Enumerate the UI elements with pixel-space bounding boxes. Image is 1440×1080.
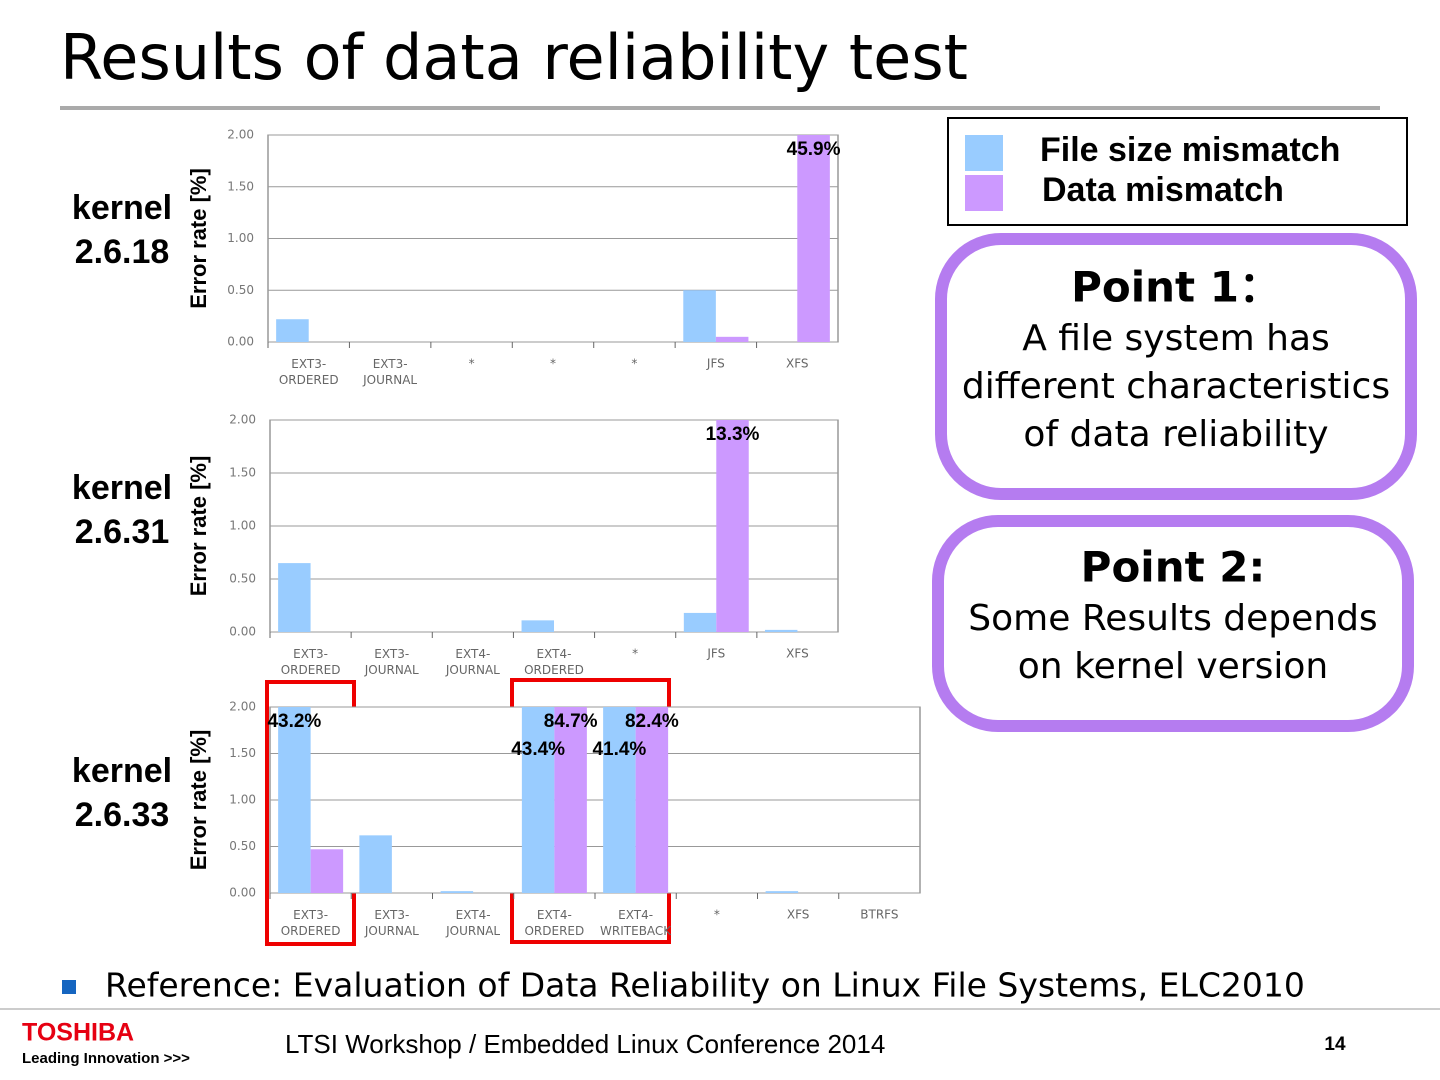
data-label: 84.7% — [544, 711, 598, 732]
y-tick-label: 0.00 — [227, 335, 254, 349]
x-tick-label: XFS — [786, 647, 809, 661]
data-label: 43.4% — [511, 739, 565, 760]
chart-title: kernel 2.6.33 — [72, 752, 172, 834]
x-tick-label: EXT4-JOURNAL — [445, 647, 500, 677]
chart-title: kernel 2.6.18 — [72, 189, 172, 271]
title-rule — [60, 106, 1380, 110]
bullet — [62, 980, 76, 994]
x-tick-label: * — [632, 647, 638, 661]
bar — [554, 707, 587, 893]
x-tick-label: * — [550, 357, 556, 371]
point-box — [935, 233, 1417, 500]
y-tick-label: 1.50 — [227, 179, 254, 193]
bar — [278, 707, 311, 893]
x-tick-label: EXT3-ORDERED — [281, 647, 341, 677]
footer-text: LTSI Workshop / Embedded Linux Conferenc… — [285, 1029, 885, 1059]
y-tick-label: 0.50 — [227, 283, 254, 297]
x-tick-label: EXT4-JOURNAL — [445, 908, 500, 938]
data-label: 82.4% — [625, 711, 679, 732]
bars — [278, 707, 799, 893]
point-heading: Point 2: — [1081, 543, 1266, 592]
bar — [765, 891, 799, 893]
x-tick-label: EXT4-ORDERED — [524, 647, 584, 677]
x-tick-label: * — [714, 908, 720, 922]
x-tick-label: EXT4-ORDERED — [524, 908, 584, 938]
x-tick-label: EXT3-ORDERED — [281, 908, 341, 938]
x-tick-label: * — [469, 357, 475, 371]
page-number: 14 — [1324, 1034, 1346, 1055]
footer-rule — [0, 1008, 1440, 1010]
y-tick-label: 0.50 — [229, 572, 256, 586]
y-axis-label: Error rate [%] — [186, 730, 211, 871]
reference: Reference: Evaluation of Data Reliabilit… — [105, 966, 1305, 1005]
bar — [310, 849, 344, 893]
y-tick-label: 0.50 — [229, 839, 256, 853]
point-body: A file system has different characteristi… — [962, 318, 1390, 455]
bar — [521, 620, 554, 632]
bar — [715, 336, 749, 342]
legend-swatch — [965, 175, 1003, 211]
logo: TOSHIBA — [22, 1019, 134, 1047]
x-tick-label: EXT3-ORDERED — [279, 357, 339, 387]
x-tick-label: XFS — [786, 357, 809, 371]
bar — [716, 420, 749, 632]
bar — [278, 563, 311, 632]
point-heading: Point 1： — [1071, 263, 1281, 312]
bar — [683, 290, 716, 342]
x-tick-label: EXT4-WRITEBACK — [600, 908, 672, 938]
y-tick-label: 2.00 — [229, 700, 256, 714]
bar — [440, 891, 474, 893]
chart-title: kernel 2.6.31 — [72, 469, 172, 551]
legend-entry: Data mismatch — [1042, 171, 1284, 209]
bars — [276, 135, 830, 342]
legend-swatch — [965, 135, 1003, 171]
point-box — [932, 515, 1414, 732]
bar — [797, 135, 830, 342]
x-tick-label: * — [631, 357, 637, 371]
y-tick-label: 0.00 — [229, 886, 256, 900]
x-tick-label: EXT3-JOURNAL — [362, 357, 417, 387]
y-tick-label: 1.50 — [229, 466, 256, 480]
legend-entry: File size mismatch — [1040, 131, 1340, 169]
y-axis-label: Error rate [%] — [186, 456, 211, 597]
bars — [278, 420, 798, 632]
y-tick-label: 2.00 — [227, 128, 254, 142]
data-label: 43.2% — [267, 711, 321, 732]
y-axis-label: Error rate [%] — [186, 168, 211, 309]
x-tick-label: XFS — [787, 908, 810, 922]
x-tick-label: BTRFS — [860, 908, 898, 922]
bar — [683, 612, 717, 632]
y-tick-label: 1.00 — [229, 793, 256, 807]
x-tick-label: JFS — [706, 647, 725, 661]
data-label: 45.9% — [787, 139, 841, 160]
point-body: Some Results depends on kernel version — [968, 598, 1377, 687]
x-tick-label: EXT3-JOURNAL — [364, 908, 419, 938]
bar — [764, 629, 798, 632]
x-tick-label: EXT3-JOURNAL — [364, 647, 419, 677]
bar — [521, 707, 555, 893]
legend-box — [947, 117, 1408, 226]
bar — [635, 707, 669, 893]
data-label: 13.3% — [706, 424, 760, 445]
y-tick-label: 1.00 — [227, 231, 254, 245]
slide-title: Results of data reliability test — [60, 21, 968, 94]
data-label: 41.4% — [592, 739, 646, 760]
bar — [359, 835, 392, 893]
bar — [276, 319, 309, 342]
y-tick-label: 0.00 — [229, 625, 256, 639]
x-tick-label: JFS — [706, 357, 725, 371]
y-tick-label: 2.00 — [229, 413, 256, 427]
y-tick-label: 1.00 — [229, 519, 256, 533]
y-tick-label: 1.50 — [229, 746, 256, 760]
bar — [603, 707, 636, 893]
tagline: Leading Innovation >>> — [22, 1050, 190, 1067]
